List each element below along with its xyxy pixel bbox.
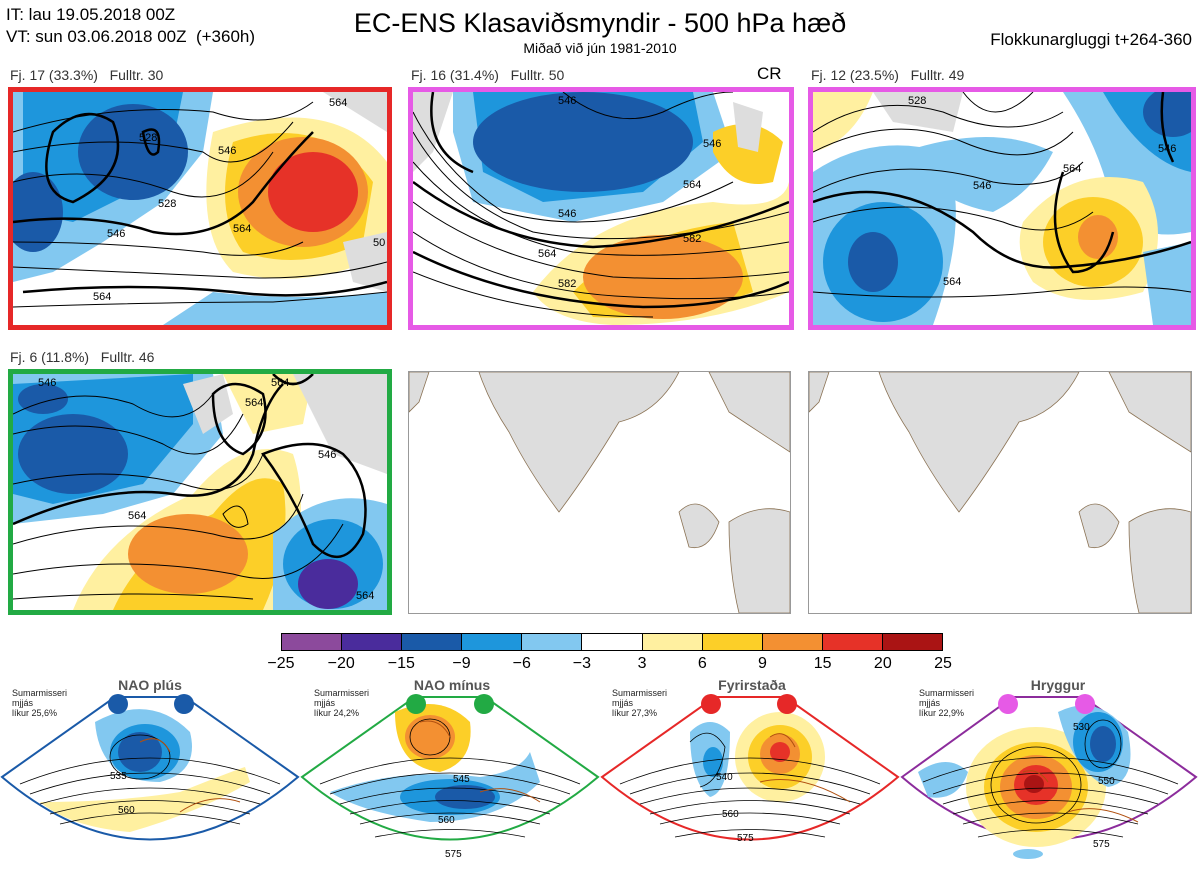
contour-label: 564 [683, 179, 701, 191]
header-times: IT: lau 19.05.2018 00Z VT: sun 03.06.201… [6, 4, 255, 48]
contour-label: 560 [722, 809, 739, 820]
contour-label: 528 [908, 95, 926, 107]
colorbar-tick: 3 [637, 655, 647, 672]
colorbar-swatch [762, 634, 823, 650]
contour-label: 564 [356, 590, 374, 602]
regime-note: Sumarmisseri mjjás líkur 24,2% [314, 688, 370, 718]
contour-label: 575 [445, 849, 462, 860]
panel-1-label: Fj. 17 (33.3%) Fulltr. 30 [10, 67, 164, 83]
contour-label: 50 [373, 237, 385, 249]
colorbar-tick: 9 [758, 655, 767, 672]
panel-3-label: Fj. 12 (23.5%) Fulltr. 49 [811, 67, 965, 83]
colorbar [281, 633, 943, 651]
initial-time: IT: lau 19.05.2018 00Z [6, 5, 176, 24]
regime-ridge: Sumarmisseri mjjás líkur 22,9% Hryggur 5… [898, 672, 1200, 871]
colorbar-tick: −20 [327, 655, 355, 672]
page-subtitle: Miðað við jún 1981-2010 [523, 40, 677, 56]
contour-label: 560 [118, 805, 135, 816]
contour-label: 535 [110, 771, 127, 782]
regime-title: NAO mínus [413, 677, 491, 693]
colorbar-tick: 25 [934, 655, 952, 672]
empty-map-1 [408, 371, 791, 614]
contour-label: 564 [271, 377, 289, 389]
regime-note: Sumarmisseri mjjás líkur 22,9% [919, 688, 975, 718]
contour-label: 546 [1158, 143, 1176, 155]
colorbar-swatch [282, 634, 343, 650]
contour-label: 546 [107, 228, 125, 240]
regime-nao-plus: Sumarmisseri mjjás líkur 25,6% NAO plús … [0, 672, 302, 871]
colorbar-swatch [462, 634, 523, 650]
contour-label: 564 [538, 248, 556, 260]
page-title: EC-ENS Klasaviðsmyndir - 500 hPa hæð [353, 8, 847, 38]
cluster-map-3: 546 564 564 546 528 [808, 87, 1196, 330]
contour-label: 564 [943, 276, 961, 288]
contour-label: 564 [245, 397, 263, 409]
contour-label: 545 [453, 774, 470, 785]
panel-2-badge: CR [757, 64, 782, 83]
contour-label: 564 [233, 223, 251, 235]
contour-label: 546 [218, 145, 236, 157]
contour-label: 564 [128, 510, 146, 522]
colorbar-tick: −3 [572, 655, 592, 672]
contour-label: 560 [438, 815, 455, 826]
regime-blocking: Sumarmisseri mjjás líkur 27,3% Fyrirstað… [600, 672, 902, 871]
contour-label: 582 [683, 233, 701, 245]
colorbar-swatch [702, 634, 763, 650]
colorbar-tick: −25 [267, 655, 295, 672]
colorbar-tick: −6 [512, 655, 531, 672]
classification-window: Flokkunargluggi t+264-360 [990, 30, 1192, 49]
regime-title: Fyrirstaða [718, 677, 786, 693]
colorbar-tick: 15 [813, 655, 832, 672]
contour-label: 528 [158, 198, 176, 210]
colorbar-tick: −15 [387, 655, 415, 672]
regime-note: Sumarmisseri mjjás líkur 25,6% [12, 688, 68, 718]
contour-label: 546 [558, 208, 576, 220]
contour-label: 582 [558, 278, 576, 290]
cluster-map-4: 546 564 564 546 564 564 [8, 369, 392, 615]
empty-map-2 [808, 371, 1192, 614]
colorbar-tick: 6 [697, 655, 707, 672]
regime-title: NAO plús [118, 677, 182, 693]
panel-2-label: Fj. 16 (31.4%) Fulltr. 50 [411, 67, 565, 83]
contour-label: 575 [737, 833, 754, 844]
colorbar-swatch [582, 634, 643, 650]
contour-label: 564 [1063, 163, 1081, 175]
contour-label: 546 [318, 449, 336, 461]
regime-nao-minus: Sumarmisseri mjjás líkur 24,2% NAO mínus… [300, 672, 602, 871]
colorbar-swatch [822, 634, 883, 650]
contour-label: 564 [93, 291, 111, 303]
cluster-map-1: 528 546 564 564 546 50 528 564 [8, 87, 392, 330]
regime-title: Hryggur [1030, 677, 1086, 693]
panel-4-label: Fj. 6 (11.8%) Fulltr. 46 [10, 349, 155, 365]
contour-label: 550 [1098, 776, 1115, 787]
colorbar-swatch [522, 634, 583, 650]
contour-label: 546 [973, 180, 991, 192]
contour-label: 575 [1093, 839, 1110, 850]
contour-label: 530 [1073, 722, 1090, 733]
valid-time: VT: sun 03.06.2018 00Z (+360h) [6, 27, 256, 46]
contour-label: 564 [329, 97, 347, 109]
colorbar-swatch [402, 634, 463, 650]
regime-note: Sumarmisseri mjjás líkur 27,3% [612, 688, 668, 718]
contour-label: 546 [558, 95, 576, 107]
colorbar-swatch [642, 634, 703, 650]
colorbar-swatch [882, 634, 943, 650]
contour-label: 546 [703, 138, 721, 150]
cluster-map-2: 546 564 546 564 582 582 546 [408, 87, 794, 330]
colorbar-tick: 20 [873, 655, 892, 672]
contour-label: 546 [38, 377, 56, 389]
contour-label: 540 [716, 772, 733, 783]
colorbar-tick: −9 [452, 655, 471, 672]
colorbar-swatch [342, 634, 403, 650]
contour-label: 528 [139, 132, 157, 144]
